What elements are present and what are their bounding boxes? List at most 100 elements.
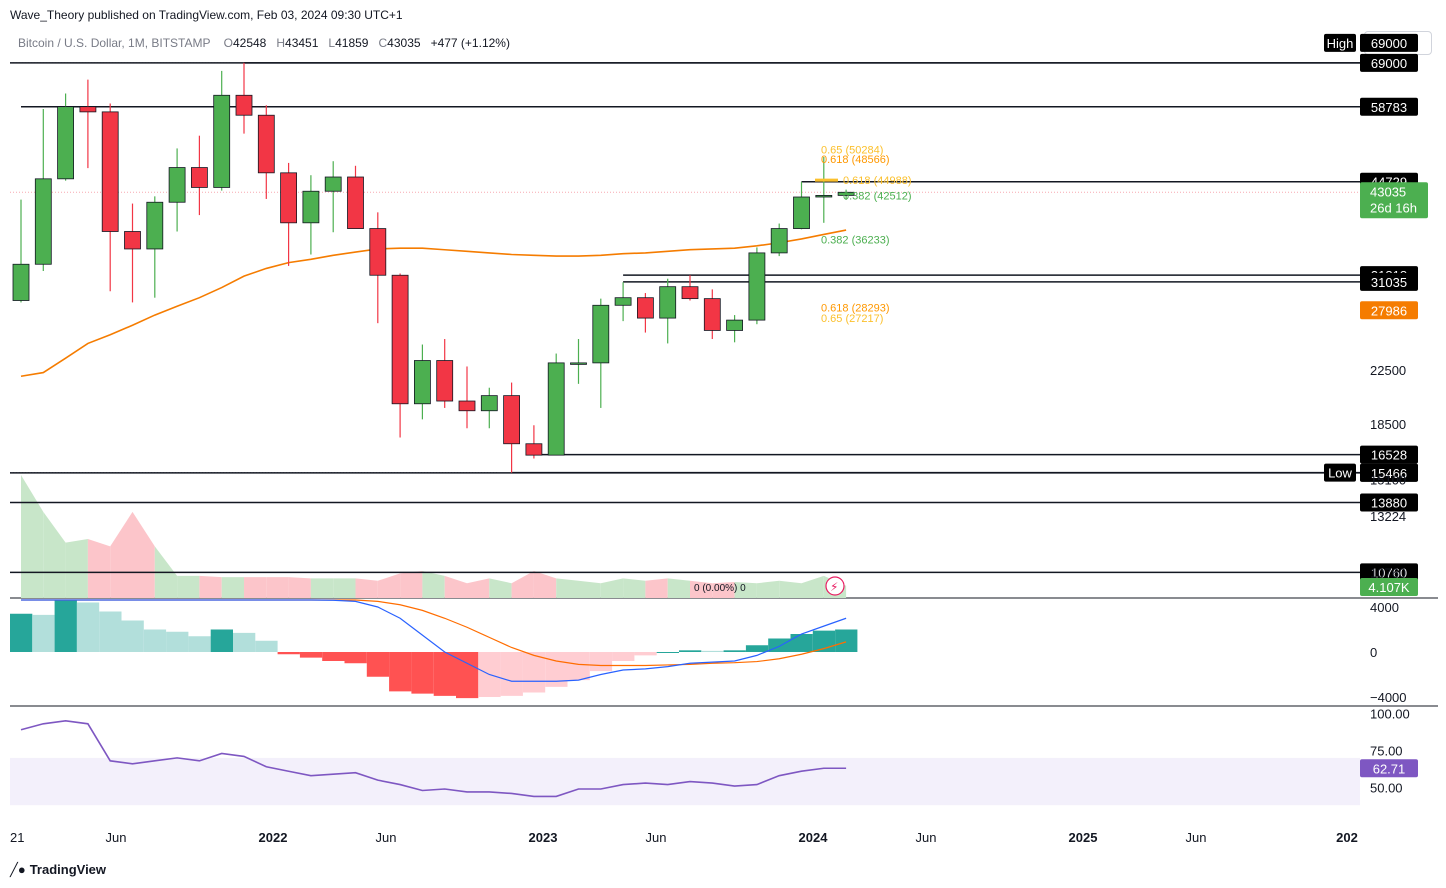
volume-area [756,580,780,598]
macd-histogram-bar [299,652,323,658]
candle [770,223,788,257]
candle [837,189,855,200]
volume-area [511,570,534,598]
macd-histogram-bar [210,629,233,652]
price-tick-label: 13224 [1370,509,1406,524]
candle [213,70,231,191]
fib-label: 0.618 (44988) [843,175,912,187]
candle [458,366,476,429]
macd-histogram-bar [589,652,613,672]
candle-body [101,111,119,232]
level-tag-label: Low [1328,466,1352,481]
candles-layer [12,62,855,473]
macd-pane [10,599,858,699]
fib-label: 0.618 (28293) [821,302,890,314]
high-label: H [276,36,286,50]
footer-brand[interactable]: ╱● TradingView [10,862,106,878]
fib-label: 0.65 (50284) [821,145,883,157]
candle [146,196,164,298]
level-tag-bg [1324,33,1356,52]
candle-body [190,167,208,188]
level-tag-label: High [1327,36,1354,51]
candle [547,353,565,456]
macd-histogram-bar [567,652,590,681]
candle [793,181,810,230]
candle [34,109,52,271]
macd-histogram-bar [701,650,724,652]
macd-histogram-bar [456,652,479,699]
volume-area [199,575,222,598]
candle [637,293,654,333]
last-price-badge-bg [1360,182,1428,219]
time-tick-label: Jun [1186,830,1207,845]
level-price-badge-bg [1360,563,1418,582]
volume-area [556,578,579,598]
chart-canvas[interactable]: 0 (0.00%) 0 ⚡ 0.65 (50284)0.618 (48566)0.… [0,0,1446,860]
time-tick-label: 202 [1336,830,1358,845]
macd-histogram-bar [522,652,546,693]
candle-body [614,297,632,306]
level-price-badge: 15466 [1371,466,1407,481]
candle-body [257,114,275,174]
candle [748,247,766,325]
level-price-badge-bg [1360,97,1418,116]
candle-body [57,106,74,180]
volume-area [667,578,690,598]
horizontal-levels-layer [10,62,1360,574]
candle [190,135,208,216]
candle-body [124,231,141,250]
level-price-badge-bg [1360,53,1418,72]
volume-zero-label: 0 (0.00%) 0 [694,583,746,594]
candle [480,387,498,429]
change-value: +477 (+1.12%) [430,36,510,50]
fibonacci-layer: 0.65 (50284)0.618 (48566) 0.618 (44988) 0.… [815,145,912,325]
level-price-badge: 58783 [1371,100,1407,115]
macd-histogram-bar [166,631,189,652]
candle-body [503,395,521,445]
volume-area [779,580,802,598]
candle-body [703,298,721,331]
price-axis: 69000High6900058783447293181831035165281… [1324,33,1428,796]
rsi-badge: 62.71 [1373,761,1406,776]
rsi-tick-label: 100.00 [1370,706,1410,721]
candle-body [213,94,231,188]
candle [57,93,74,181]
time-tick-label: Jun [646,830,667,845]
volume-area [244,577,267,598]
candle-body [525,443,543,456]
candle-body [770,228,788,254]
high-value: 43451 [285,36,319,50]
fib-label: 0.65 (27217) [821,313,883,325]
open-label: O [223,36,233,50]
footer-brand-label: TradingView [29,862,107,877]
macd-tick-label: −4000 [1370,690,1407,705]
candle-body [302,190,320,224]
candle-body [324,176,342,192]
ma-price-badge-bg [1360,301,1418,320]
level-price-badge: 10760 [1371,565,1407,580]
price-tick-label: 15100 [1370,472,1406,487]
low-value: 41859 [335,36,369,50]
macd-line [21,599,847,682]
volume-area [712,582,735,598]
macd-histogram-bar [188,636,211,652]
candle-body [347,176,364,229]
last-price-value: 43035 [1370,184,1406,199]
macd-histogram-bar [99,611,122,652]
rsi-tick-label: 50.00 [1370,781,1403,796]
time-tick-label: 2023 [529,830,558,845]
macd-tick-label: 4000 [1370,600,1399,615]
rsi-pane [10,720,1360,806]
volume-area [444,575,467,598]
candle-body [436,360,454,402]
macd-histogram-bar [10,613,33,652]
volume-area [600,578,624,598]
macd-histogram-bar [679,650,702,652]
low-label: L [328,36,336,50]
macd-tick-label: 0 [1370,645,1377,660]
rsi-line [20,720,847,798]
candle [369,212,387,324]
candle-body [480,395,498,412]
volume-area [801,575,824,598]
macd-histogram-bar [545,652,568,687]
